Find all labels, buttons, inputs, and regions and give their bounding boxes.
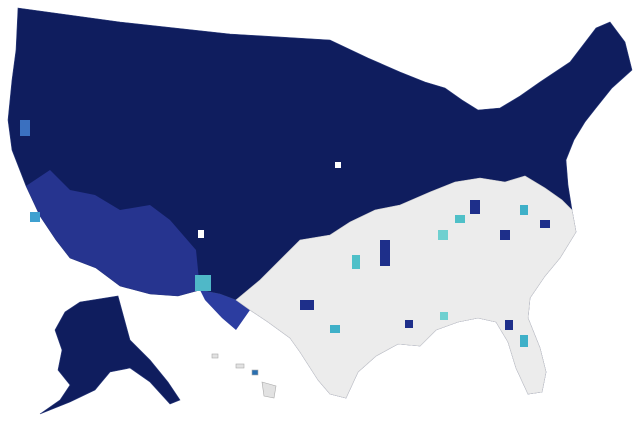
county: [195, 275, 211, 291]
county: [455, 215, 465, 223]
county: [438, 230, 448, 240]
county: [330, 325, 340, 333]
county: [540, 220, 550, 228]
southwest-region: [26, 170, 200, 296]
county: [30, 212, 40, 222]
county: [198, 230, 204, 238]
county: [440, 312, 448, 320]
county: [500, 230, 510, 240]
county: [300, 300, 314, 310]
county: [380, 240, 390, 266]
island: [261, 381, 277, 399]
island: [251, 369, 259, 376]
island: [235, 363, 245, 369]
county: [505, 320, 513, 330]
hawaii: [211, 353, 277, 399]
county: [20, 120, 30, 136]
alaska: [39, 295, 181, 415]
county: [520, 205, 528, 215]
county: [520, 335, 528, 347]
county: [352, 255, 360, 269]
county: [405, 320, 413, 328]
county: [470, 200, 480, 214]
texas-west-region: [200, 290, 250, 330]
county: [335, 162, 341, 168]
southeast-region: [235, 175, 577, 399]
island: [211, 353, 219, 359]
county-patches: [20, 120, 550, 347]
